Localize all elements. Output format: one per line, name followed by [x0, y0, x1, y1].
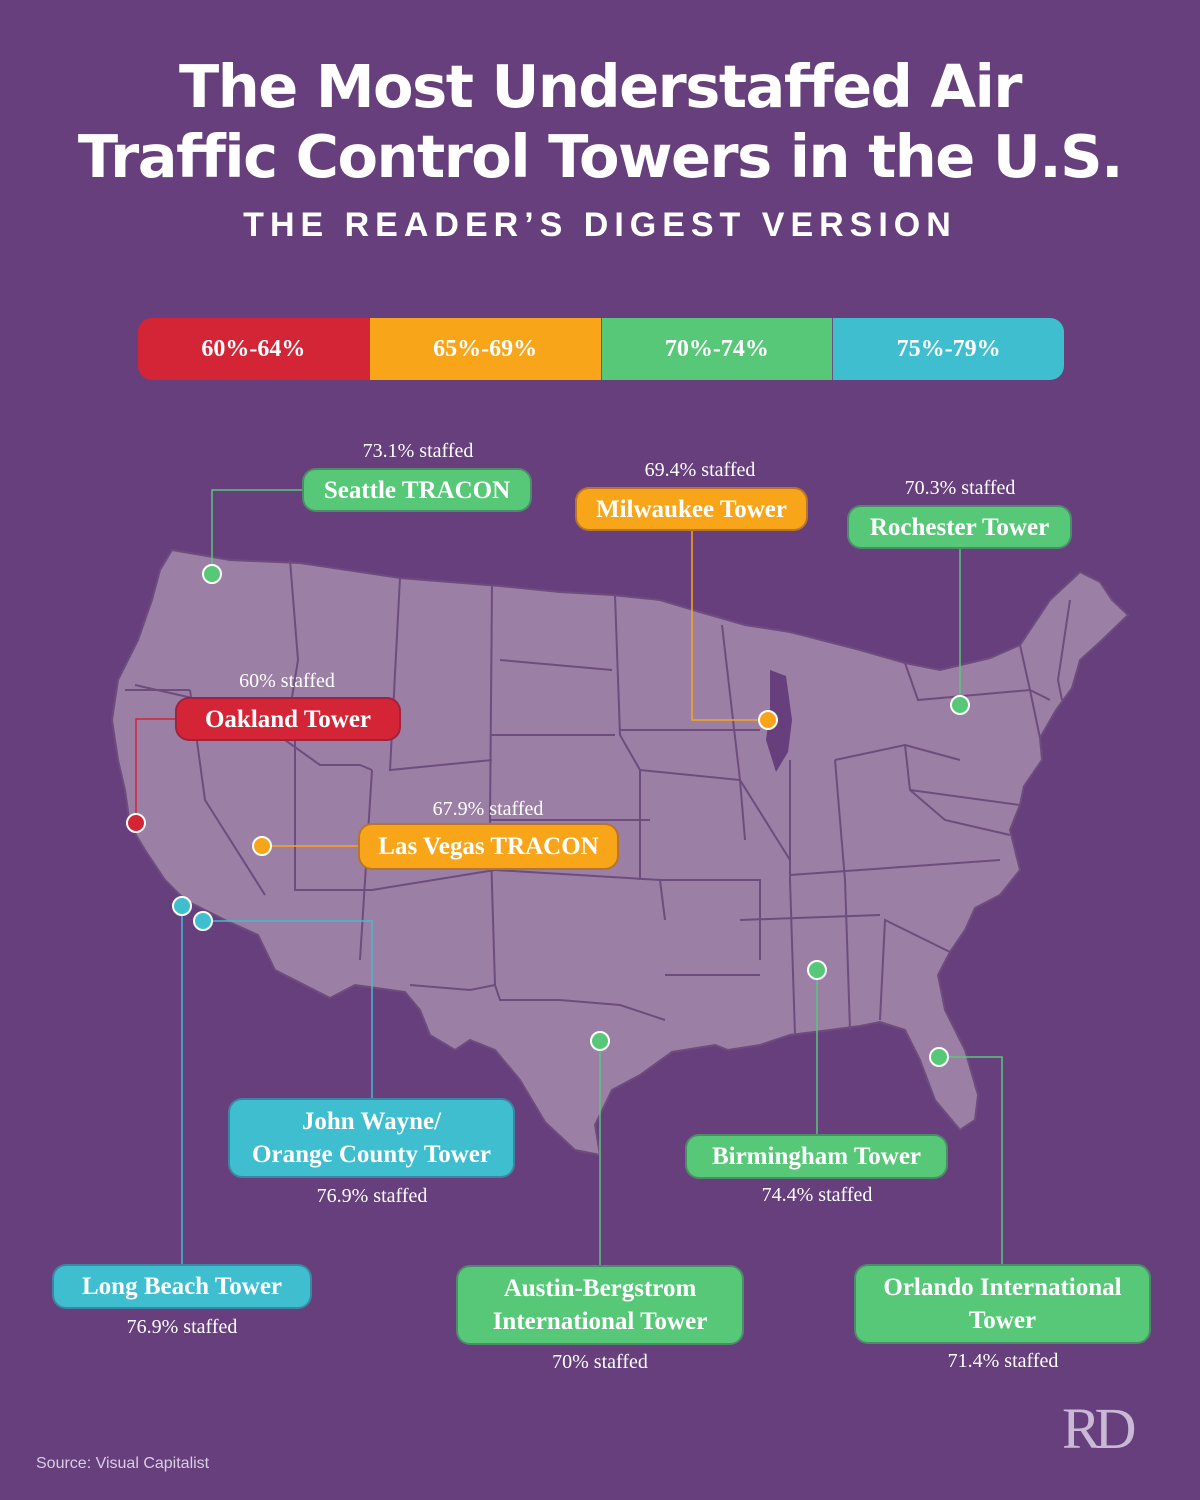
birmingham-label[interactable]: Birmingham Tower: [685, 1134, 948, 1179]
johnwayne-label[interactable]: John Wayne/ Orange County Tower: [228, 1098, 515, 1178]
legend: 60%-64% 65%-69% 70%-74% 75%-79%: [138, 318, 1064, 380]
milwaukee-label[interactable]: Milwaukee Tower: [575, 487, 808, 531]
birmingham-marker[interactable]: [807, 960, 827, 980]
lake-michigan: [766, 670, 792, 772]
title-line-2: Traffic Control Towers in the U.S.: [77, 122, 1124, 191]
orlando-connector: [939, 1056, 1003, 1266]
johnwayne-connector: [203, 920, 373, 1098]
milwaukee-staffed: 69.4% staffed: [644, 459, 756, 481]
oakland-label[interactable]: Oakland Tower: [175, 697, 401, 741]
longbeach-label[interactable]: Long Beach Tower: [52, 1264, 312, 1309]
lasvegas-staffed: 67.9% staffed: [432, 798, 544, 820]
legend-item-75-79: 75%-79%: [833, 318, 1064, 380]
longbeach-marker[interactable]: [172, 896, 192, 916]
austin-staffed: 70% staffed: [552, 1351, 648, 1373]
source-credit: Source: Visual Capitalist: [36, 1455, 210, 1472]
orlando-marker[interactable]: [929, 1047, 949, 1067]
austin-label-line-1: Austin-Bergstrom: [503, 1275, 697, 1302]
johnwayne-staffed: 76.9% staffed: [316, 1185, 428, 1207]
austin-label[interactable]: Austin-Bergstrom International Tower: [456, 1265, 744, 1345]
seattle-label[interactable]: Seattle TRACON: [302, 468, 532, 512]
legend-item-65-69: 65%-69%: [369, 318, 602, 380]
seattle-staffed: 73.1% staffed: [362, 440, 474, 462]
rochester-label[interactable]: Rochester Tower: [847, 505, 1072, 549]
orlando-label-line-2: Tower: [968, 1307, 1037, 1334]
rochester-staffed: 70.3% staffed: [904, 477, 1016, 499]
legend-item-70-74: 70%-74%: [601, 318, 834, 380]
rochester-marker[interactable]: [950, 695, 970, 715]
birmingham-staffed: 74.4% staffed: [761, 1184, 873, 1206]
subtitle: THE READER’S DIGEST VERSION: [243, 206, 957, 244]
austin-marker[interactable]: [590, 1031, 610, 1051]
page-title: The Most Understaffed Air Traffic Contro…: [0, 52, 1200, 192]
orlando-label-line-1: Orlando International: [883, 1274, 1122, 1301]
orlando-staffed: 71.4% staffed: [947, 1350, 1059, 1372]
austin-label-line-2: International Tower: [492, 1308, 708, 1335]
oakland-marker[interactable]: [126, 813, 146, 833]
milwaukee-marker[interactable]: [758, 710, 778, 730]
legend-item-60-64: 60%-64%: [138, 318, 370, 380]
johnwayne-label-line-1: John Wayne/: [301, 1108, 442, 1135]
seattle-marker[interactable]: [202, 564, 222, 584]
lasvegas-label[interactable]: Las Vegas TRACON: [358, 823, 619, 870]
title-line-1: The Most Understaffed Air: [179, 52, 1022, 121]
johnwayne-marker[interactable]: [193, 911, 213, 931]
oakland-connector: [135, 718, 176, 823]
orlando-label[interactable]: Orlando International Tower: [854, 1264, 1151, 1344]
johnwayne-label-line-2: Orange County Tower: [252, 1141, 491, 1168]
milwaukee-connector: [691, 530, 768, 721]
oakland-staffed: 60% staffed: [239, 670, 335, 692]
longbeach-staffed: 76.9% staffed: [126, 1316, 238, 1338]
rd-logo: RD: [1062, 1396, 1137, 1461]
lasvegas-marker[interactable]: [252, 836, 272, 856]
seattle-connector: [211, 489, 304, 574]
